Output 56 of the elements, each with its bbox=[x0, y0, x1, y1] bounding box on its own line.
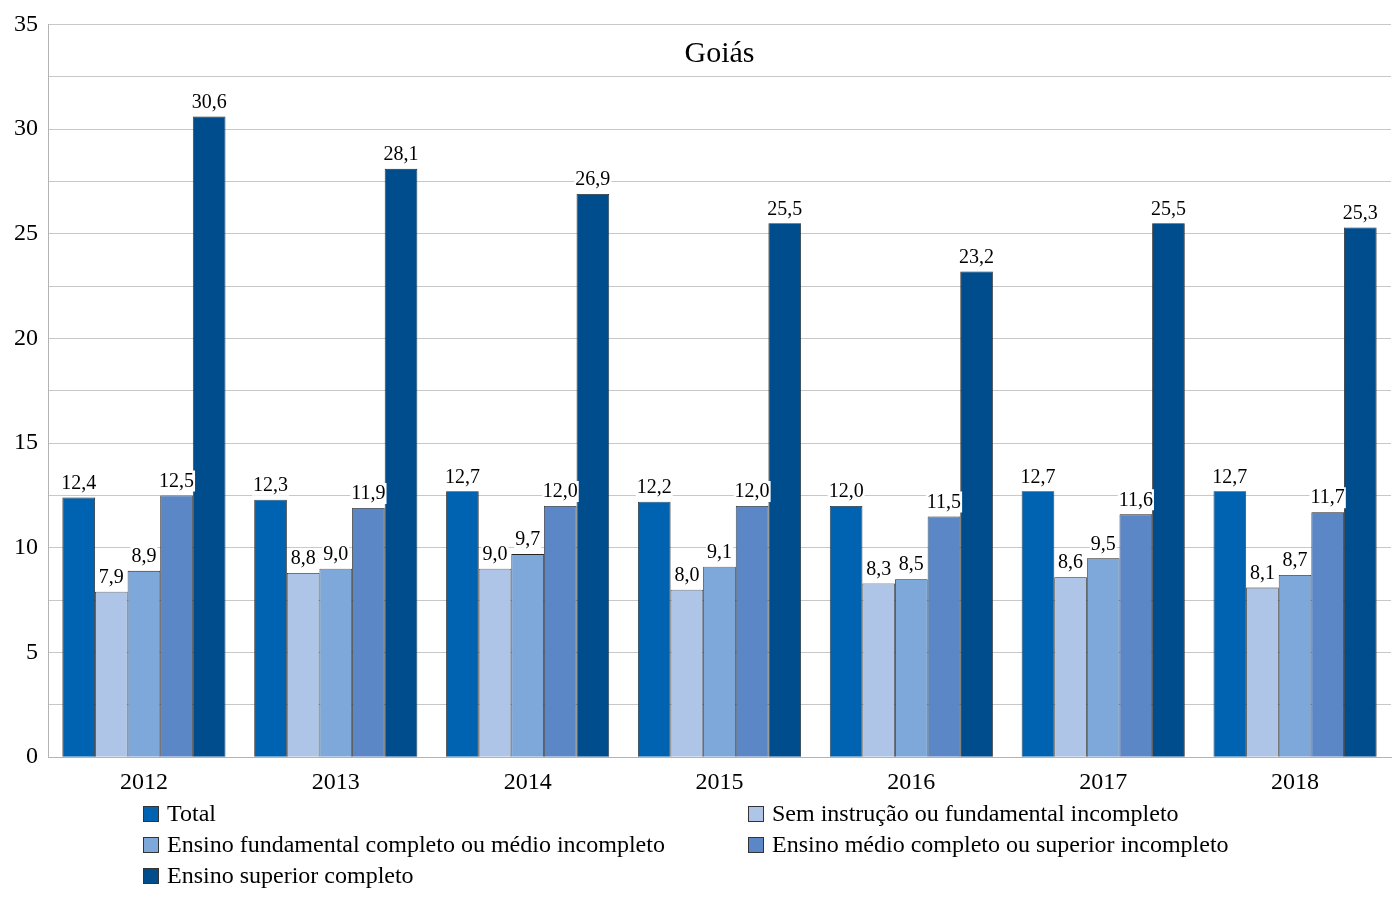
data-label: 8,6 bbox=[1058, 550, 1084, 573]
x-tick-label: 2015 bbox=[695, 767, 744, 794]
data-label: 23,2 bbox=[959, 244, 995, 267]
data-label: 25,5 bbox=[1150, 196, 1186, 219]
data-label: 12,7 bbox=[1212, 464, 1248, 487]
data-label: 7,9 bbox=[98, 565, 124, 588]
data-label: 26,9 bbox=[575, 167, 611, 190]
data-label: 8,8 bbox=[290, 546, 316, 569]
x-tick-label: 2013 bbox=[311, 767, 360, 794]
data-label: 12,2 bbox=[636, 475, 672, 498]
x-tick-label: 2014 bbox=[503, 767, 552, 794]
data-label: 9,1 bbox=[707, 539, 732, 562]
data-label: 12,5 bbox=[159, 468, 195, 491]
data-label: 12,3 bbox=[253, 472, 289, 495]
data-label: 9,5 bbox=[1090, 531, 1116, 554]
data-label: 12,0 bbox=[828, 479, 864, 502]
data-label: 11,7 bbox=[1310, 485, 1345, 508]
y-tick-label: 20 bbox=[14, 323, 38, 350]
data-label: 12,0 bbox=[734, 479, 770, 502]
x-tick-label: 2017 bbox=[1079, 767, 1128, 794]
data-label: 28,1 bbox=[383, 142, 419, 165]
data-label: 8,9 bbox=[131, 544, 157, 567]
data-label: 11,6 bbox=[1118, 487, 1153, 510]
data-label: 8,7 bbox=[1282, 548, 1308, 571]
data-label: 12,7 bbox=[444, 464, 480, 487]
data-label: 12,0 bbox=[542, 479, 578, 502]
data-label: 30,6 bbox=[191, 89, 227, 112]
data-label: 8,5 bbox=[898, 552, 924, 575]
data-label: 25,3 bbox=[1342, 200, 1378, 223]
data-label: 8,0 bbox=[674, 562, 700, 585]
y-tick-label: 30 bbox=[14, 114, 38, 141]
data-label: 9,0 bbox=[323, 542, 349, 565]
data-label: 11,9 bbox=[351, 481, 386, 504]
data-label: 25,5 bbox=[767, 196, 803, 219]
y-tick-label: 25 bbox=[14, 219, 38, 246]
legend-label: Ensino fundamental completo ou médio incompleto bbox=[167, 831, 665, 858]
legend-label: Sem instrução ou fundamental incompleto bbox=[772, 800, 1179, 827]
data-label: 12,7 bbox=[1020, 464, 1056, 487]
x-tick-label: 2018 bbox=[1271, 767, 1320, 794]
data-label: 8,3 bbox=[866, 556, 892, 579]
data-label: 11,5 bbox=[926, 489, 962, 512]
data-label: 8,1 bbox=[1249, 560, 1275, 583]
y-tick-label: 15 bbox=[14, 428, 38, 455]
y-tick-label: 0 bbox=[26, 742, 38, 769]
y-tick-label: 10 bbox=[14, 533, 38, 560]
data-label: 9,0 bbox=[482, 542, 508, 565]
legend-label: Total bbox=[167, 800, 216, 827]
y-tick-label: 5 bbox=[26, 637, 38, 664]
legend-label: Ensino médio completo ou superior incompleto bbox=[772, 831, 1229, 858]
legend-label: Ensino superior completo bbox=[167, 862, 414, 889]
chart-title: Goiás bbox=[684, 35, 755, 69]
x-tick-label: 2016 bbox=[887, 767, 936, 794]
x-tick-label: 2012 bbox=[119, 767, 168, 794]
y-tick-label: 35 bbox=[14, 9, 38, 36]
data-label: 12,4 bbox=[61, 470, 97, 493]
data-label: 9,7 bbox=[515, 527, 541, 550]
